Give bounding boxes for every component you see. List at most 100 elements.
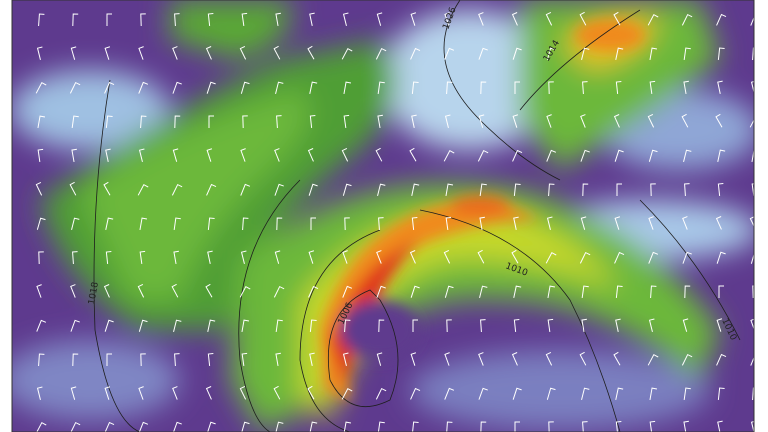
wind-barb xyxy=(377,183,386,196)
wind-barb xyxy=(477,149,489,162)
wind-barb xyxy=(307,45,315,60)
wind-barb xyxy=(479,285,488,298)
map-frame xyxy=(11,0,755,432)
wind-barb xyxy=(478,114,485,128)
wind-barb xyxy=(717,420,723,432)
wind-barb xyxy=(478,387,488,400)
wind-barb xyxy=(104,386,111,400)
wind-barb xyxy=(546,114,552,128)
wind-barb xyxy=(206,81,216,94)
wind-barb xyxy=(411,81,419,95)
wind-barb xyxy=(275,319,283,333)
wind-barb xyxy=(681,353,693,366)
wind-barb xyxy=(512,387,522,400)
wind-barb xyxy=(444,352,450,366)
wind-barb xyxy=(681,113,689,128)
wind-barb xyxy=(648,216,654,230)
wind-barb xyxy=(140,353,146,367)
wind-barbs xyxy=(35,11,754,432)
wind-barb xyxy=(444,12,450,26)
wind-barb xyxy=(36,319,47,332)
wind-barb xyxy=(70,284,76,298)
wind-barb xyxy=(239,45,247,60)
wind-barb xyxy=(343,421,352,432)
wind-barb xyxy=(37,115,46,128)
wind-barb xyxy=(172,81,182,94)
wind-barb xyxy=(342,285,353,298)
wind-barb xyxy=(69,421,81,432)
wind-barb xyxy=(752,47,754,61)
wind-barb xyxy=(310,217,316,230)
wind-barb xyxy=(446,319,452,333)
wind-barb xyxy=(309,352,315,366)
wind-barb xyxy=(613,11,621,26)
wind-barb xyxy=(70,46,77,60)
wind-barb xyxy=(36,46,43,60)
wind-barb xyxy=(308,250,315,264)
wind-barb xyxy=(207,13,214,27)
wind-barb xyxy=(138,421,149,432)
wind-barb xyxy=(545,11,553,26)
wind-barb xyxy=(445,216,452,231)
wind-barb xyxy=(171,283,179,298)
wind-barb xyxy=(172,421,182,432)
wind-barb xyxy=(480,421,487,432)
wind-barb xyxy=(36,217,46,230)
wind-barb xyxy=(548,183,555,197)
wind-barb xyxy=(582,421,588,432)
wind-barb xyxy=(71,217,80,230)
wind-barb xyxy=(511,249,519,264)
wind-barb xyxy=(138,81,149,94)
wind-barb xyxy=(750,353,754,366)
wind-barb xyxy=(341,48,353,60)
wind-barb xyxy=(582,81,588,95)
wind-barb xyxy=(718,285,724,298)
wind-barb xyxy=(378,319,385,333)
wind-barb xyxy=(682,318,689,332)
wind-barb xyxy=(137,184,149,196)
wind-barb xyxy=(309,319,317,333)
wind-barb xyxy=(647,113,655,128)
wind-barb xyxy=(309,421,318,432)
wind-barb xyxy=(546,387,556,400)
wind-barb xyxy=(69,81,81,94)
wind-barb xyxy=(513,183,521,197)
wind-barb xyxy=(446,421,453,432)
wind-barb xyxy=(512,149,523,162)
wind-barb xyxy=(546,216,553,230)
wind-barb xyxy=(614,216,621,230)
wind-barb xyxy=(410,352,417,366)
wind-barb xyxy=(445,183,454,196)
wind-barb xyxy=(239,385,247,400)
wind-barb xyxy=(412,319,418,332)
wind-barb xyxy=(378,217,384,231)
wind-barb xyxy=(649,420,656,432)
wind-barb xyxy=(511,12,518,26)
wind-barb xyxy=(341,147,349,162)
wind-barb xyxy=(716,251,726,264)
wind-barb xyxy=(682,251,692,264)
wind-barb xyxy=(547,285,556,298)
wind-barb xyxy=(375,47,387,60)
wind-barb xyxy=(207,353,214,367)
wind-barb xyxy=(309,115,316,129)
wind-barb xyxy=(478,12,484,26)
wind-barb xyxy=(546,149,557,162)
wind-barb xyxy=(616,183,622,196)
wind-barb xyxy=(207,250,213,264)
wind-barb xyxy=(375,387,387,400)
wind-barb xyxy=(717,387,725,401)
wind-barb xyxy=(205,46,212,60)
wind-barb xyxy=(276,217,283,231)
wind-barb xyxy=(717,149,726,162)
wind-barb xyxy=(683,149,692,162)
wind-barb xyxy=(275,12,281,26)
wind-barb xyxy=(140,115,147,129)
wind-barb xyxy=(138,386,144,400)
wind-barb xyxy=(275,421,284,432)
wind-barb xyxy=(580,149,590,162)
wind-barb xyxy=(105,217,114,230)
wind-barb xyxy=(512,114,519,128)
wind-barb xyxy=(649,387,658,400)
wind-barb xyxy=(241,12,248,27)
